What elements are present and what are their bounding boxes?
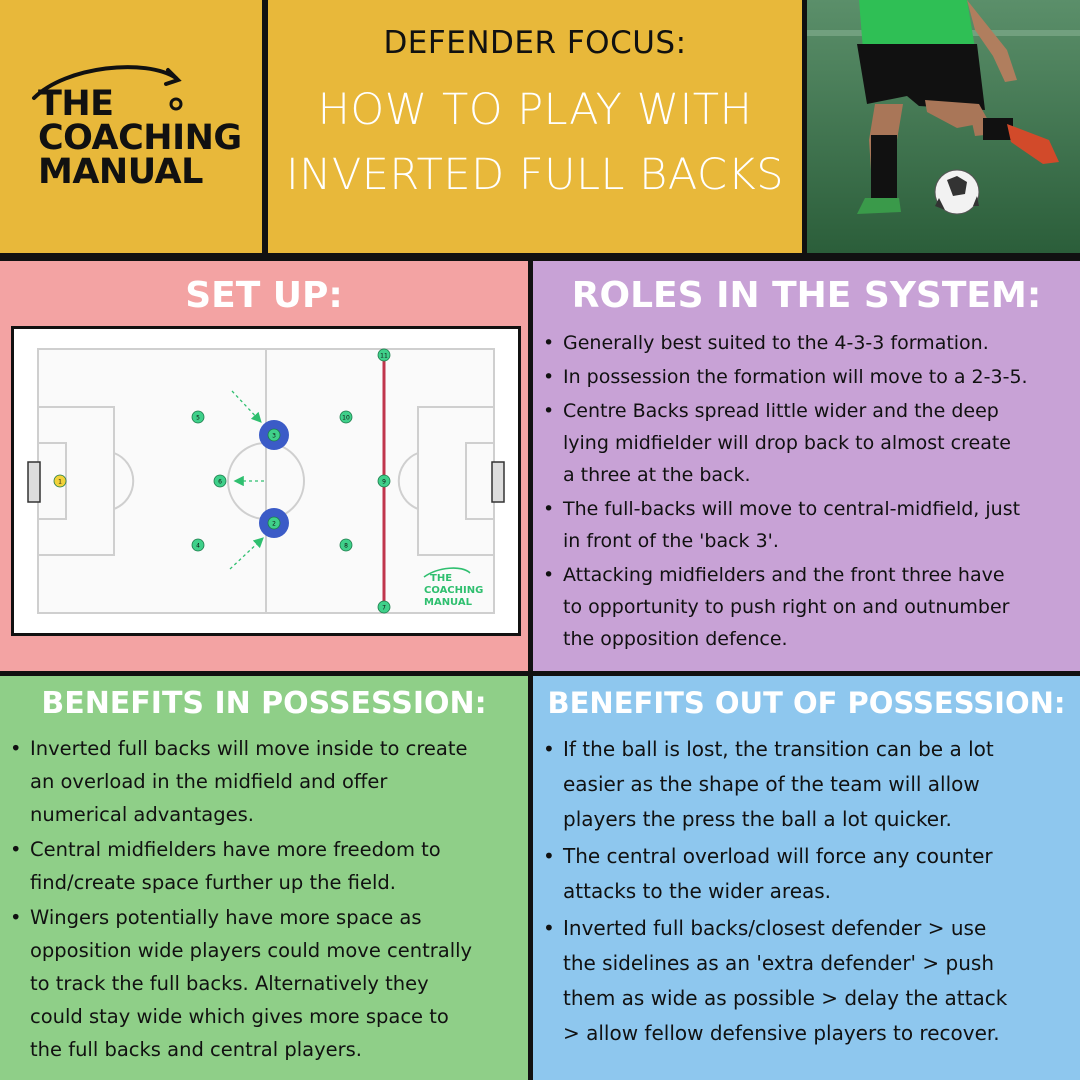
bullet-line: Wingers potentially have more space as [30, 906, 422, 929]
title-line-2: INVERTED FULL BACKS [285, 150, 785, 200]
player-marker: 7 [377, 600, 391, 614]
player-marker: 1 [53, 474, 67, 488]
bullet-line: to opportunity to push right on and outn… [563, 596, 1010, 618]
bullet-line: Centre Backs spread little wider and the… [563, 400, 999, 422]
bullet-line: > allow fellow defensive players to reco… [563, 1021, 1000, 1045]
logo-text-line-1: THE [38, 84, 114, 124]
bullet-item: The central overload will force any coun… [541, 839, 1077, 909]
title-line-1: HOW TO PLAY WITH [317, 85, 753, 135]
bullet-line: Central midfielders have more freedom to [30, 838, 441, 861]
bullet-line: The full-backs will move to central-midf… [563, 498, 1021, 520]
title-panel: DEFENDER FOCUS: HOW TO PLAY WITH INVERTE… [268, 0, 802, 253]
player-marker: 11 [377, 348, 391, 362]
player-marker: 5 [191, 410, 205, 424]
movement-arrow [229, 537, 264, 570]
benefits-in-possession-section: BENEFITS IN POSSESSION: Inverted full ba… [0, 676, 528, 1080]
bullet-line: numerical advantages. [30, 803, 254, 826]
bullet-item: Centre Backs spread little wider and the… [541, 395, 1077, 491]
bullet-line: the opposition defence. [563, 628, 788, 650]
bullet-line: attacks to the wider areas. [563, 879, 832, 903]
setup-section: SET UP: 1 4 [0, 261, 528, 671]
bullet-line: an overload in the midfield and offer [30, 770, 388, 793]
bullet-line: could stay wide which gives more space t… [30, 1005, 449, 1028]
pitch-logo-swoosh-icon [423, 567, 471, 578]
bullet-item: Inverted full backs/closest defender > u… [541, 911, 1077, 1051]
bullet-item: Wingers potentially have more space as op… [8, 901, 526, 1066]
player-number: 8 [344, 543, 348, 550]
roles-section: ROLES IN THE SYSTEM: Generally best suit… [533, 261, 1080, 671]
roles-list: Generally best suited to the 4-3-3 forma… [541, 327, 1077, 657]
player-marker: 6 [213, 474, 227, 488]
benefits-in-heading: BENEFITS IN POSSESSION: [41, 686, 487, 721]
bullet-item: In possession the formation will move to… [541, 361, 1077, 393]
benefits-out-of-possession-section: BENEFITS OUT OF POSSESSION: If the ball … [533, 676, 1080, 1080]
coaching-manual-logo: THE COACHING MANUAL [26, 60, 256, 200]
bullet-line: the sidelines as an 'extra defender' > p… [563, 951, 994, 975]
logo-swoosh-icon [32, 65, 183, 111]
bullet-line: easier as the shape of the team will all… [563, 772, 980, 796]
bullet-line: them as wide as possible > delay the att… [563, 986, 1008, 1010]
player-number: 2 [272, 521, 276, 528]
bullet-line: the full backs and central players. [30, 1038, 363, 1061]
bullet-item: Attacking midfielders and the front thre… [541, 559, 1077, 655]
left-goal-icon [27, 461, 41, 503]
setup-heading: SET UP: [185, 275, 343, 316]
player-marker: 9 [377, 474, 391, 488]
bullet-line: to track the full backs. Alternatively t… [30, 972, 429, 995]
player-marker: 3 [259, 420, 289, 450]
pitch-logo-line-1: THE [430, 573, 452, 584]
bullet-line: a three at the back. [563, 464, 751, 486]
player-number: 6 [218, 479, 222, 486]
player-marker: 2 [259, 508, 289, 538]
pitch-logo-line-3: MANUAL [424, 597, 473, 608]
bullet-item: Central midfielders have more freedom to… [8, 833, 526, 899]
bullet-item: The full-backs will move to central-midf… [541, 493, 1077, 557]
pitch-logo-line-2: COACHING [424, 585, 483, 596]
player-number: 11 [380, 353, 388, 360]
bullet-line: Inverted full backs/closest defender > u… [563, 916, 987, 940]
player-photo [807, 0, 1080, 253]
right-penalty-arc [397, 452, 419, 510]
logo-text-line-2: COACHING [38, 118, 242, 158]
bullet-line: If the ball is lost, the transition can … [563, 737, 994, 761]
bullet-line: players the press the ball a lot quicker… [563, 807, 952, 831]
movement-arrow [231, 390, 262, 423]
player-number: 4 [196, 543, 200, 550]
player-number: 5 [196, 415, 200, 422]
logo-panel: THE COACHING MANUAL [0, 0, 262, 253]
pitch-svg: 1 4 5 6 8 10 9 11 7 3 2 THE COACHING MANUAL [27, 348, 505, 614]
tactics-pitch-diagram: 1 4 5 6 8 10 9 11 7 3 2 THE COACHING MANUAL [11, 326, 521, 636]
benefits-in-list: Inverted full backs will move inside to … [8, 732, 526, 1068]
right-goal-icon [491, 461, 505, 503]
bullet-item: Generally best suited to the 4-3-3 forma… [541, 327, 1077, 359]
logo-text-line-3: MANUAL [38, 152, 203, 192]
bullet-line: opposition wide players could move centr… [30, 939, 473, 962]
player-marker: 4 [191, 538, 205, 552]
bullet-line: Attacking midfielders and the front thre… [563, 564, 1005, 586]
title-kicker: DEFENDER FOCUS: [383, 25, 687, 61]
roles-heading: ROLES IN THE SYSTEM: [571, 275, 1042, 316]
footballer-photo-illustration [807, 0, 1080, 253]
bullet-line: In possession the formation will move to… [563, 366, 1028, 388]
player-marker: 8 [339, 538, 353, 552]
bullet-line: in front of the 'back 3'. [563, 530, 779, 552]
player-number: 1 [58, 479, 62, 486]
benefits-out-heading: BENEFITS OUT OF POSSESSION: [547, 686, 1066, 720]
player-number: 7 [382, 605, 386, 612]
benefits-out-list: If the ball is lost, the transition can … [541, 732, 1077, 1053]
bullet-line: lying midfielder will drop back to almos… [563, 432, 1011, 454]
player-number: 10 [342, 415, 350, 422]
player-number: 9 [382, 479, 386, 486]
bullet-line: Generally best suited to the 4-3-3 forma… [563, 332, 989, 354]
player-number: 3 [272, 433, 276, 440]
player-marker: 10 [339, 410, 353, 424]
bullet-line: Inverted full backs will move inside to … [30, 737, 468, 760]
left-penalty-arc [113, 452, 135, 510]
bullet-line: find/create space further up the field. [30, 871, 396, 894]
bullet-line: The central overload will force any coun… [563, 844, 993, 868]
bullet-item: If the ball is lost, the transition can … [541, 732, 1077, 837]
bullet-item: Inverted full backs will move inside to … [8, 732, 526, 831]
